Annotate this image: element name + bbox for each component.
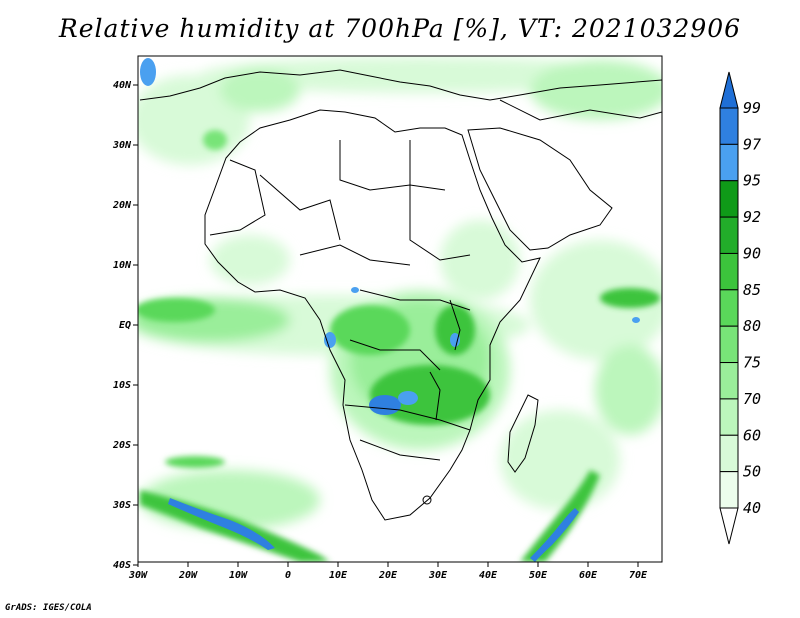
colorbar-segment: [719, 216, 739, 254]
coastlines: [139, 69, 662, 521]
lon-tick-label: 10W: [229, 570, 248, 581]
colorbar-segment: [719, 398, 739, 436]
lon-tick-label: 30E: [428, 570, 448, 581]
colorbar-segment: [719, 252, 739, 291]
colorbar-label: 92: [743, 208, 761, 226]
colorbar-segment: [719, 325, 739, 364]
lon-tick-label: 50E: [529, 570, 548, 581]
lat-tick-label: 30N: [112, 140, 132, 151]
lon-tick-label: 70E: [629, 570, 648, 581]
colorbar-label: 40: [743, 499, 761, 517]
lat-tick-label: 30S: [112, 500, 131, 511]
colorbar-label: 50: [743, 463, 761, 481]
lat-tick-label: 40S: [113, 560, 131, 571]
arabia-coastline: [467, 127, 613, 251]
colorbar-segment: [719, 180, 739, 218]
longitude-axis: 30W 20W 10W 0 10E 20E 30E 40E 50E 60E 70E: [128, 562, 648, 581]
colorbar-segment: [719, 107, 739, 145]
lat-tick-label: EQ: [119, 320, 131, 331]
lon-tick-label: 10E: [329, 570, 348, 581]
chart-title: Relative humidity at 700hPa [%], VT: 202…: [58, 14, 742, 43]
grads-credit: GrADS: IGES/COLA: [5, 603, 92, 613]
colorbar: 99 97 95 92 90 85 80 75 70 60 50 40: [719, 71, 761, 545]
lat-tick-label: 40N: [113, 80, 132, 91]
colorbar-label: 60: [743, 426, 761, 444]
colorbar-bottom-arrow: [719, 507, 739, 545]
latitude-axis: 40N 30N 20N 10N EQ 10S 20S 30S 40S: [112, 80, 138, 571]
madagascar-coastline: [507, 394, 539, 473]
lat-tick-label: 20S: [112, 440, 131, 451]
lon-tick-label: 40E: [479, 570, 498, 581]
lon-tick-label: 20E: [378, 570, 398, 581]
colorbar-label: 97: [743, 135, 761, 153]
lon-tick-label: 60E: [579, 570, 598, 581]
colorbar-top-arrow: [719, 71, 739, 109]
colorbar-label: 80: [743, 317, 761, 335]
colorbar-segment: [719, 362, 739, 400]
colorbar-label: 75: [743, 354, 761, 372]
colorbar-segment: [719, 471, 739, 509]
plot-frame: [137, 55, 663, 563]
lat-tick-label: 20N: [112, 200, 132, 211]
colorbar-label: 99: [743, 99, 761, 117]
colorbar-label: 70: [743, 390, 761, 408]
lon-tick-label: 30W: [128, 570, 148, 581]
colorbar-segment: [719, 434, 739, 473]
lat-tick-label: 10N: [113, 260, 132, 271]
colorbar-label: 90: [743, 244, 761, 262]
colorbar-segment: [719, 143, 739, 182]
africa-coastline: [204, 109, 541, 521]
lon-tick-label: 20W: [178, 570, 198, 581]
lat-tick-label: 10S: [113, 380, 131, 391]
lon-tick-label: 0: [285, 570, 291, 581]
colorbar-segment: [719, 289, 739, 327]
colorbar-label: 85: [743, 281, 761, 299]
colorbar-label: 95: [743, 172, 761, 190]
humidity-field: [138, 57, 662, 562]
